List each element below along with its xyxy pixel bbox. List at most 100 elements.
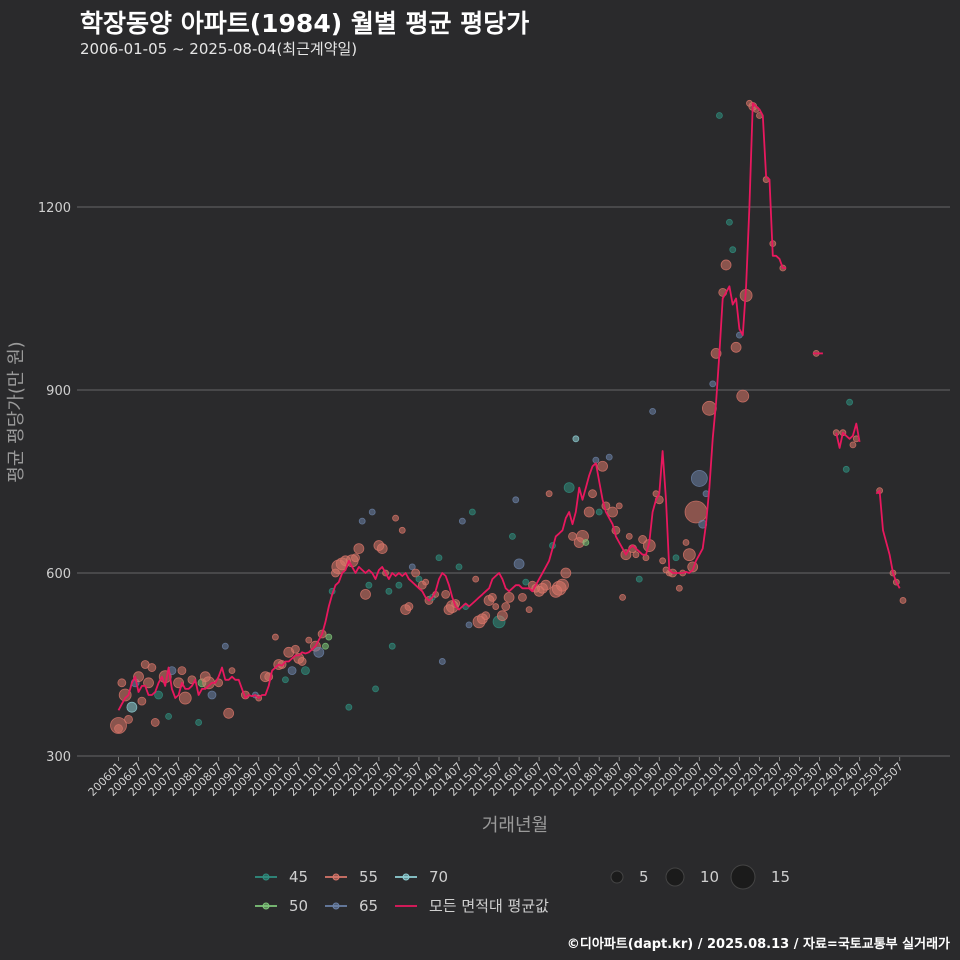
data-point-65 <box>592 456 600 464</box>
data-point-55 <box>632 551 640 559</box>
data-point-65 <box>313 646 325 658</box>
y-axis-label: 평균 평당가(만 원) <box>6 341 27 482</box>
data-point-55 <box>177 666 187 675</box>
data-point-45 <box>372 685 379 693</box>
data-point-55 <box>675 584 683 592</box>
data-point-55 <box>518 593 527 602</box>
data-point-65 <box>605 453 613 461</box>
legend: 45 50 55 65 70 모든 면적대 평균값 5 10 15 <box>255 864 790 915</box>
data-point-55 <box>525 606 533 613</box>
data-point-55 <box>619 594 626 601</box>
data-point-65 <box>465 621 473 629</box>
data-point-50 <box>325 633 333 641</box>
data-point-45 <box>842 465 850 473</box>
data-point-45 <box>385 587 393 595</box>
data-point-55 <box>178 691 192 705</box>
y-tick-label: 300 <box>46 750 71 765</box>
legend-swatch-dot <box>262 902 270 910</box>
data-point-70 <box>572 435 580 443</box>
legend-label-5: 70 <box>429 868 448 886</box>
data-point-55 <box>411 568 421 578</box>
legend-swatch-dot <box>332 873 340 881</box>
size-legend-label: 15 <box>771 868 790 886</box>
data-point-45 <box>165 712 172 720</box>
legend-label-3: 55 <box>359 868 378 886</box>
data-point-65 <box>512 496 520 504</box>
data-point-55 <box>228 667 236 674</box>
data-point-55 <box>597 460 608 472</box>
average-line-segment <box>117 102 787 711</box>
data-point-55 <box>398 526 406 534</box>
x-axis-label: 거래년월 <box>482 815 548 836</box>
size-legend-circle <box>610 870 624 884</box>
data-point-45 <box>672 554 680 562</box>
data-point-55 <box>583 506 595 518</box>
average-line-segment <box>875 489 901 589</box>
data-point-45 <box>388 642 396 650</box>
legend-label-4: 65 <box>359 897 378 915</box>
data-point-55 <box>297 657 307 666</box>
legend-swatch-dot <box>332 902 340 910</box>
data-point-55 <box>720 259 732 271</box>
data-point-55 <box>625 533 633 540</box>
data-point-45 <box>726 218 733 226</box>
size-legend-label: 10 <box>700 868 719 886</box>
y-tick-label: 600 <box>46 567 71 582</box>
data-point-55 <box>682 539 690 546</box>
data-point-55 <box>588 489 597 499</box>
data-point-65 <box>358 517 366 525</box>
data-point-45 <box>563 482 575 494</box>
footer-credit: ©디아파트(dapt.kr) / 2025.08.13 / 자료=국토교통부 실… <box>566 937 950 952</box>
size-legend-circle <box>665 867 685 887</box>
data-point-55 <box>360 588 371 600</box>
data-point-45 <box>301 666 310 675</box>
data-point-55 <box>291 644 300 654</box>
data-point-45 <box>154 690 163 700</box>
data-point-70 <box>126 701 138 713</box>
data-point-55 <box>545 490 553 498</box>
data-point-45 <box>345 703 353 711</box>
data-point-55 <box>392 514 399 522</box>
data-point-65 <box>458 517 466 525</box>
data-point-55 <box>615 502 623 510</box>
data-point-55 <box>607 506 618 518</box>
chart-subtitle: 2006-01-05 ~ 2025-08-04(최근계약일) <box>80 40 358 58</box>
legend-label-1: 45 <box>289 868 308 886</box>
axis-layer: 3006009001200200601200607200701200707200… <box>38 201 906 799</box>
data-point-55 <box>682 548 696 562</box>
data-point-65 <box>287 666 297 675</box>
y-tick-label: 1200 <box>38 201 71 216</box>
data-point-45 <box>195 719 203 726</box>
data-point-65 <box>408 563 416 571</box>
data-point-55 <box>540 579 552 591</box>
data-point-55 <box>487 593 497 602</box>
data-point-55 <box>376 543 388 554</box>
data-point-55 <box>441 589 451 599</box>
data-point-55 <box>117 678 127 688</box>
data-point-65 <box>709 380 717 388</box>
chart-title: 학장동양 아파트(1984) 월별 평균 평당가 <box>80 9 530 38</box>
data-point-55 <box>223 707 235 719</box>
legend-label-6: 모든 면적대 평균값 <box>429 897 549 915</box>
data-point-55 <box>124 715 133 724</box>
data-point-55 <box>560 567 572 579</box>
data-point-55 <box>481 611 491 621</box>
data-point-55 <box>147 663 157 672</box>
data-point-55 <box>492 603 500 610</box>
data-point-65 <box>221 642 229 650</box>
size-legend-circle <box>730 864 756 890</box>
data-point-45 <box>846 398 853 406</box>
data-point-45 <box>509 533 516 540</box>
grid-layer <box>77 206 950 757</box>
data-point-50 <box>322 642 329 650</box>
data-point-50 <box>582 539 590 546</box>
data-point-55 <box>684 500 708 524</box>
data-point-55 <box>730 341 742 353</box>
point-layer <box>110 99 907 734</box>
legend-swatch-dot <box>262 873 270 881</box>
y-tick-label: 900 <box>46 384 71 399</box>
legend-label-2: 50 <box>289 897 308 915</box>
data-point-55 <box>422 578 430 586</box>
data-point-55 <box>404 602 414 611</box>
